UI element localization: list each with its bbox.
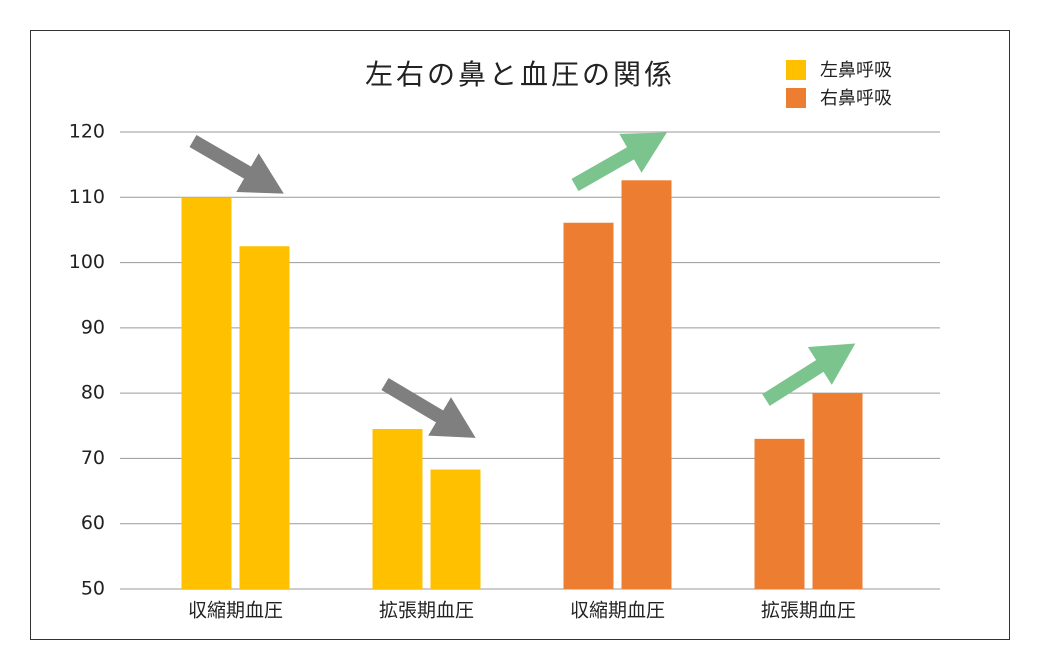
bar (563, 222, 614, 590)
y-tick-label: 70 (81, 447, 105, 469)
x-tick-label: 拡張期血圧 (379, 600, 474, 622)
y-tick-label: 60 (81, 512, 105, 534)
bar (621, 180, 672, 589)
bar (754, 438, 805, 589)
down-arrow (381, 377, 476, 438)
y-tick-label: 100 (69, 251, 105, 273)
y-tick-label: 90 (81, 316, 105, 338)
up-arrow (571, 132, 667, 192)
x-tick-label: 収縮期血圧 (188, 600, 283, 622)
chart-title: 左右の鼻と血圧の関係 (365, 58, 675, 91)
legend-swatch (786, 60, 806, 80)
y-tick-label: 110 (69, 186, 105, 208)
legend-label: 左鼻呼吸 (820, 60, 892, 81)
frame (30, 30, 1010, 640)
y-tick-label: 80 (81, 382, 105, 404)
y-tick-label: 50 (81, 578, 105, 600)
bar (430, 469, 481, 589)
x-tick-label: 拡張期血圧 (761, 600, 856, 622)
up-arrow (762, 343, 856, 406)
legend-swatch (786, 88, 806, 108)
y-tick-label: 120 (69, 121, 105, 143)
legend-label: 右鼻呼吸 (820, 88, 892, 109)
bar (812, 393, 863, 589)
x-tick-label: 収縮期血圧 (570, 600, 665, 622)
trend-arrows (189, 132, 856, 438)
down-arrow (189, 134, 284, 194)
bar (239, 246, 290, 589)
plot-area: 50 60 70 80 90 100 110 120 収縮期血圧 拡張期血圧 収縮期血圧 拡張期血圧 (69, 121, 940, 622)
bar (372, 429, 423, 589)
bar (181, 197, 232, 590)
